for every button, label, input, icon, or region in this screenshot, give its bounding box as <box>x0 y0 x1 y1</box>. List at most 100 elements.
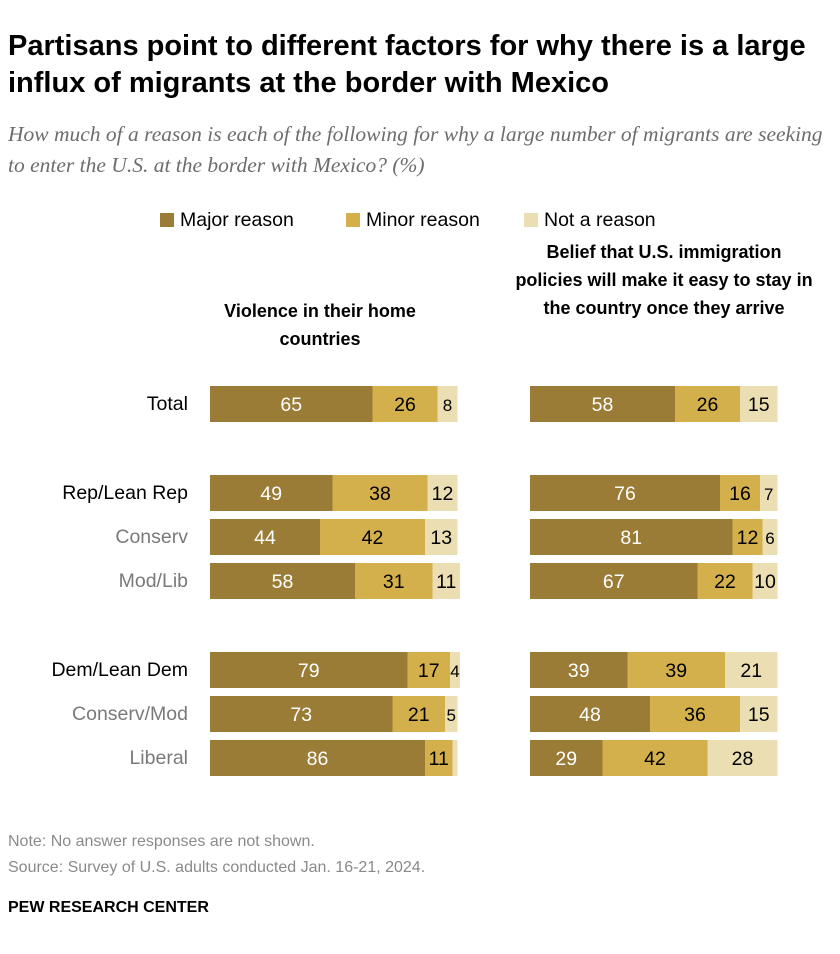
legend-label-minor: Minor reason <box>366 209 480 231</box>
data-label: 58 <box>272 571 294 593</box>
data-label: 4 <box>450 662 459 681</box>
data-label: 6 <box>765 529 774 548</box>
legend-swatch-major <box>160 213 174 227</box>
bar-segment-major <box>210 652 408 688</box>
data-label: 81 <box>620 527 642 549</box>
data-label: 29 <box>555 748 577 770</box>
bar-segment-not <box>740 696 778 732</box>
bar-segment-not <box>445 696 458 732</box>
data-label: 31 <box>383 571 405 593</box>
bar-segment-minor <box>407 652 450 688</box>
data-label: 7 <box>764 485 773 504</box>
footer-brand: PEW RESEARCH CENTER <box>8 899 209 916</box>
bar-segment-major <box>530 740 603 776</box>
bar-segment-minor <box>732 519 763 555</box>
data-label: 49 <box>260 483 282 505</box>
panel-title-policies: Belief that U.S. immigration policies wi… <box>515 242 813 318</box>
data-label: 86 <box>307 748 329 770</box>
bar-segment-minor <box>355 563 433 599</box>
data-label: 39 <box>665 660 687 682</box>
bar-segment-minor <box>720 475 760 511</box>
bar-segment-major <box>210 563 355 599</box>
data-label: 65 <box>280 394 302 416</box>
legend-label-not: Not a reason <box>544 209 656 231</box>
bar-segment-not <box>452 740 458 776</box>
bar-segment-major <box>210 740 425 776</box>
data-label: 12 <box>737 527 759 549</box>
data-label: 13 <box>430 527 452 549</box>
bar-segment-minor <box>602 740 708 776</box>
bar-segment-minor <box>627 652 725 688</box>
legend-item-major: Major reason <box>160 208 294 232</box>
data-label: 79 <box>298 660 320 682</box>
data-label: 48 <box>579 704 601 726</box>
row-label: Conserv <box>115 526 188 548</box>
data-label: 17 <box>418 660 440 682</box>
bar-segment-not <box>740 386 778 422</box>
bar-segment-major <box>210 696 393 732</box>
data-label: 67 <box>603 571 625 593</box>
row-label: Conserv/Mod <box>72 703 188 725</box>
bar-segment-not <box>725 652 778 688</box>
row-label: Mod/Lib <box>118 570 188 592</box>
bar-segment-major <box>530 386 675 422</box>
bar-segment-minor <box>372 386 438 422</box>
bar-segment-major <box>530 519 733 555</box>
row-label: Rep/Lean Rep <box>62 482 188 504</box>
data-label: 42 <box>644 748 666 770</box>
data-label: 11 <box>429 748 449 770</box>
data-label: 39 <box>568 660 590 682</box>
bar-segment-not <box>437 386 458 422</box>
chart-subtitle: How much of a reason is each of the foll… <box>8 122 823 177</box>
data-label: 28 <box>732 748 754 770</box>
data-label: 26 <box>394 394 416 416</box>
bar-segment-not <box>432 563 460 599</box>
data-label: 10 <box>754 571 776 593</box>
bar-segment-major <box>530 563 698 599</box>
data-label: 38 <box>369 483 391 505</box>
data-label: 76 <box>614 483 636 505</box>
bar-segment-not <box>752 563 778 599</box>
bar-segment-minor <box>425 740 453 776</box>
bar-segment-minor <box>650 696 740 732</box>
bar-segment-not <box>427 475 458 511</box>
bar-segment-major <box>530 475 720 511</box>
bar-segment-major <box>530 696 650 732</box>
data-label: 42 <box>362 527 384 549</box>
bar-segment-not <box>762 519 778 555</box>
data-label: 11 <box>436 571 456 593</box>
legend-swatch-not <box>524 213 538 227</box>
bar-segment-not <box>707 740 778 776</box>
bar-segment-major <box>530 652 628 688</box>
bar-segment-major <box>210 386 373 422</box>
data-label: 22 <box>714 571 736 593</box>
bar-segment-major <box>210 519 320 555</box>
data-label: 15 <box>748 394 770 416</box>
data-label: 16 <box>729 483 751 505</box>
row-label: Dem/Lean Dem <box>51 659 188 681</box>
bar-segment-minor <box>697 563 753 599</box>
chart-title: Partisans point to different factors for… <box>8 30 806 99</box>
panel-title-violence: Violence in their home countries <box>224 301 416 349</box>
data-label: 15 <box>748 704 770 726</box>
bar-segment-minor <box>320 519 425 555</box>
data-label: 21 <box>740 660 762 682</box>
data-label: 12 <box>432 483 454 505</box>
row-label: Total <box>146 393 188 415</box>
bar-segment-not <box>425 519 458 555</box>
legend-label-major: Major reason <box>180 209 294 231</box>
bar-segment-not <box>760 475 778 511</box>
data-label: 8 <box>443 396 452 415</box>
bar-segment-minor <box>332 475 428 511</box>
row-label: Liberal <box>129 747 188 769</box>
data-label: 36 <box>684 704 706 726</box>
data-label: 5 <box>447 706 456 725</box>
bar-segment-not <box>450 652 460 688</box>
note-text: Note: No answer responses are not shown. <box>8 833 315 850</box>
data-label: 26 <box>697 394 719 416</box>
source-text: Source: Survey of U.S. adults conducted … <box>8 859 426 876</box>
bar-segment-minor <box>392 696 445 732</box>
legend-item-not: Not a reason <box>524 208 656 232</box>
data-label: 44 <box>254 527 276 549</box>
